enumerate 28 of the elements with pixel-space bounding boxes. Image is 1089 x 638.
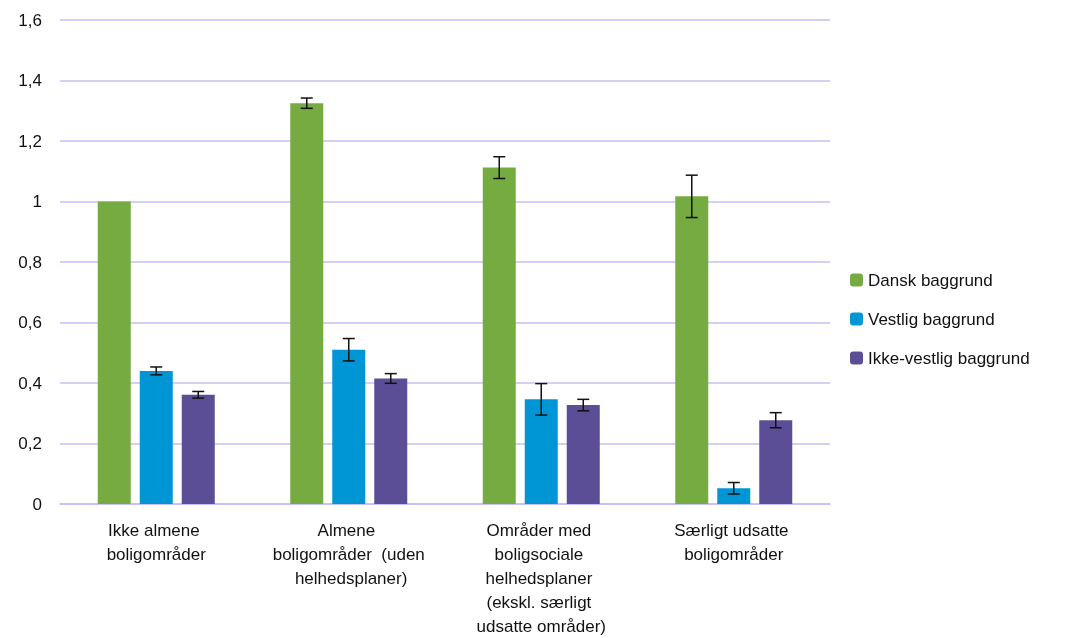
bar [332,349,366,504]
y-tick-label: 1,2 [18,131,42,151]
x-tick-label: Almene boligområder (uden helhedsplaner) [272,520,425,588]
x-tick-label: Ikke almene boligområder [106,520,207,564]
bar [374,378,408,504]
bar [482,167,516,504]
bar [717,488,751,504]
x-tick-label: Særligt udsatte boligområder [674,520,794,564]
bar [139,370,173,504]
y-tick-label: 0,4 [18,373,42,393]
y-tick-label: 0,6 [18,313,42,332]
bar [181,394,215,504]
bar [97,201,131,504]
bar [524,399,558,504]
legend-label: Vestlig baggrund [868,309,995,329]
y-tick-label: 0,8 [18,252,42,272]
y-tick-label: 0,2 [18,434,42,453]
bar [290,103,324,504]
y-tick-label: 1,4 [18,71,42,90]
legend-label: Ikke-vestlig baggrund [868,348,1030,368]
y-tick-label: 0 [32,494,42,514]
bar [566,405,600,504]
y-tick-label: 1,6 [18,10,42,30]
bar [759,420,793,504]
bar [675,196,709,504]
y-tick-label: 1 [32,192,42,211]
legend-label: Dansk baggrund [868,270,993,290]
x-tick-label: Områder med boligsociale helhedsplaner (ekskl. særligt udsatte områder) [476,520,606,636]
